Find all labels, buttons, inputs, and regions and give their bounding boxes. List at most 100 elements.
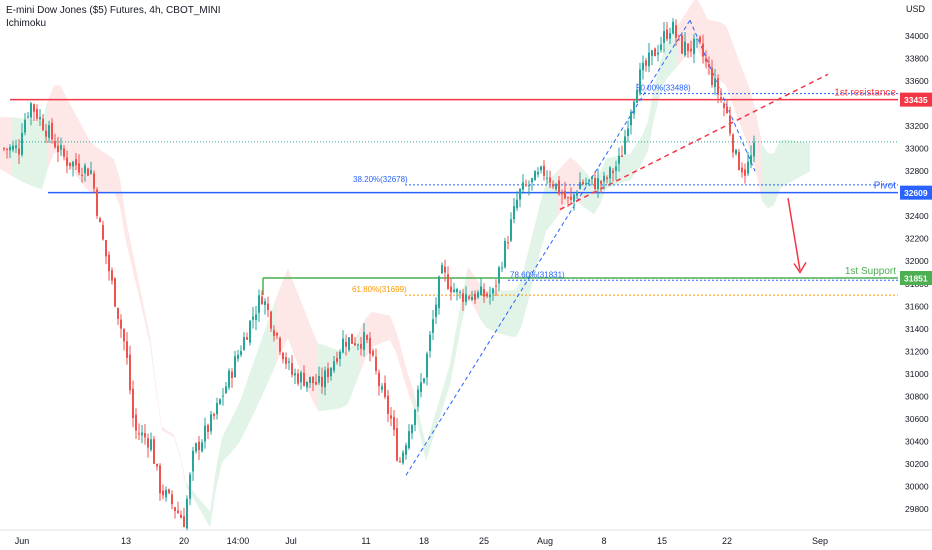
cloud-segment — [288, 268, 294, 355]
candle-body — [723, 103, 725, 108]
cloud-segment — [108, 155, 114, 193]
candle-body — [21, 132, 23, 155]
candle-body — [90, 170, 92, 174]
cloud-segment — [390, 315, 396, 353]
candle-body — [591, 176, 593, 180]
candle-body — [501, 267, 503, 269]
fib-trend-line — [405, 19, 691, 476]
candle-body — [93, 173, 95, 189]
candle-body — [165, 489, 167, 498]
candle-body — [207, 424, 209, 432]
candle-body — [324, 370, 326, 388]
time-tick-label: 22 — [722, 536, 732, 546]
time-tick-label: Sep — [812, 536, 828, 546]
candle-body — [753, 142, 755, 157]
cloud-segment — [216, 437, 222, 490]
cloud-segment — [210, 468, 216, 528]
cloud-segment — [0, 117, 6, 173]
candle-body — [486, 293, 488, 297]
candle-body — [300, 372, 302, 383]
cloud-segment — [150, 336, 156, 390]
candle-body — [651, 50, 653, 56]
cloud-segment — [126, 219, 132, 268]
candle-body — [645, 60, 647, 66]
price-tick-label: 32200 — [905, 234, 929, 244]
candle-body — [372, 350, 374, 356]
time-tick-label: Jun — [15, 536, 30, 546]
candle-body — [36, 109, 38, 119]
cloud-segment — [738, 57, 744, 135]
candle-body — [513, 206, 515, 220]
candle-body — [441, 265, 443, 274]
candle-body — [369, 338, 371, 354]
time-tick-label: 25 — [479, 536, 489, 546]
candle-body — [225, 386, 227, 394]
candle-body — [336, 358, 338, 363]
cloud-segment — [138, 278, 144, 319]
candle-body — [105, 240, 107, 257]
cloud-segment — [516, 276, 522, 338]
candle-body — [570, 196, 572, 200]
time-tick-label: 18 — [419, 536, 429, 546]
cloud-segment — [282, 268, 288, 351]
candle-body — [594, 178, 596, 189]
candle-body — [741, 167, 743, 173]
candle-body — [627, 128, 629, 137]
candle-body — [195, 443, 197, 452]
candle-body — [129, 354, 131, 391]
cloud-segment — [420, 418, 426, 462]
cloud-segment — [36, 120, 42, 190]
candle-body — [132, 388, 134, 418]
candle-body — [399, 460, 401, 462]
candle-body — [414, 409, 416, 426]
candle-body — [297, 373, 299, 384]
cloud-segment — [396, 330, 402, 372]
cloud-segment — [426, 425, 432, 462]
candle-body — [258, 295, 260, 313]
candle-body — [351, 333, 353, 344]
cloud-segment — [414, 392, 420, 436]
cloud-segment — [180, 453, 186, 487]
candle-body — [660, 44, 662, 51]
candle-body — [585, 182, 587, 184]
candle-body — [120, 319, 122, 329]
cloud-segment — [240, 384, 246, 442]
candle-body — [240, 351, 242, 355]
candle-body — [99, 218, 101, 223]
candle-body — [519, 188, 521, 200]
candle-body — [45, 130, 47, 137]
cloud-segment — [234, 401, 240, 450]
candle-body — [186, 498, 188, 529]
cloud-segment — [540, 183, 546, 253]
time-tick-label: 8 — [601, 536, 606, 546]
candle-body — [639, 69, 641, 94]
price-tick-label: 30000 — [905, 481, 929, 491]
cloud-segment — [432, 404, 438, 442]
candle-body — [588, 179, 590, 181]
cloud-segment — [696, 0, 702, 60]
candle-body — [24, 119, 26, 133]
candle-body — [126, 341, 128, 358]
candle-body — [285, 357, 287, 364]
candle-body — [81, 174, 83, 176]
resistance-price-tag: 33435 — [904, 95, 928, 105]
cloud-segment — [204, 504, 210, 528]
support-price-tag: 31851 — [904, 274, 928, 284]
candle-body — [60, 145, 62, 150]
candle-body — [33, 104, 35, 112]
candle-body — [87, 168, 89, 176]
candle-body — [6, 148, 8, 150]
cloud-segment — [654, 62, 660, 119]
cloud-segment — [222, 425, 228, 463]
candle-body — [654, 48, 656, 57]
cloud-segment — [510, 289, 516, 338]
price-tick-label: 32000 — [905, 256, 929, 266]
cloud-segment — [402, 352, 408, 393]
candle-body — [198, 441, 200, 451]
cloud-segment — [732, 41, 738, 119]
cloud-segment — [498, 290, 504, 335]
candle-body — [432, 319, 434, 333]
candle-body — [573, 194, 575, 202]
candle-body — [159, 465, 161, 494]
